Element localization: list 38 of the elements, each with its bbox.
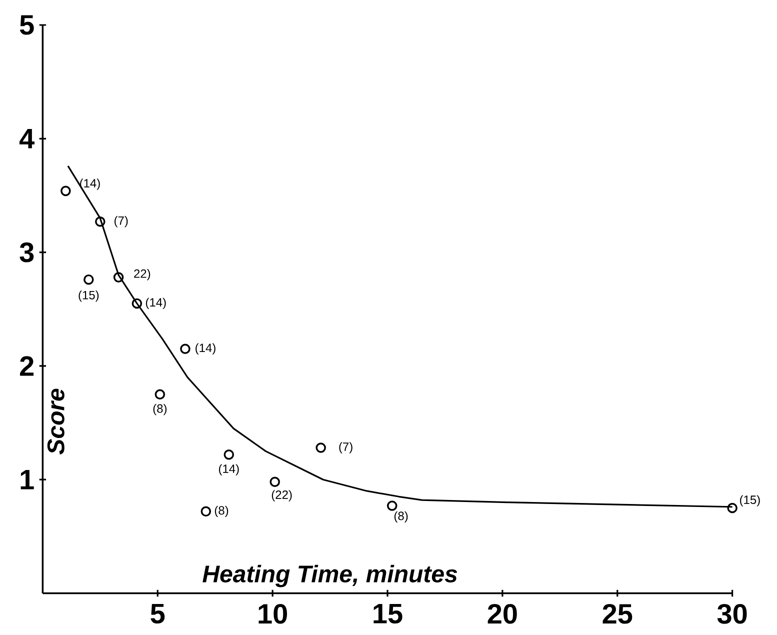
point bbox=[180, 344, 190, 354]
x-tick-label: 30 bbox=[717, 604, 747, 624]
x-tick-label: 15 bbox=[374, 604, 402, 624]
annotation: (14) bbox=[218, 464, 239, 476]
annotation: 22) bbox=[134, 268, 150, 280]
point bbox=[60, 186, 71, 196]
annotation: (7) bbox=[339, 442, 352, 454]
point bbox=[200, 506, 212, 516]
point bbox=[84, 274, 94, 285]
x-tick-label: 25 bbox=[602, 604, 632, 624]
y-tick-label: 5 bbox=[20, 15, 34, 35]
annotation: (8) bbox=[394, 511, 408, 522]
point bbox=[154, 389, 166, 400]
y-tick-label: 3 bbox=[20, 242, 34, 262]
point bbox=[386, 500, 398, 511]
point bbox=[316, 442, 326, 453]
annotation: (15) bbox=[740, 495, 760, 506]
y-tick-label: 1 bbox=[20, 470, 34, 490]
y-tick-label: 2 bbox=[20, 356, 34, 376]
annotation: (22) bbox=[272, 490, 292, 502]
point bbox=[132, 298, 142, 308]
point bbox=[95, 216, 106, 227]
x-tick-label: 5 bbox=[150, 604, 165, 624]
point bbox=[113, 272, 124, 282]
x-tick-label: 20 bbox=[488, 604, 517, 624]
annotation: (15) bbox=[78, 290, 99, 302]
x-axis-title: Heating Time, minutes bbox=[202, 564, 458, 588]
annotation: (14) bbox=[146, 298, 166, 309]
y-tick-label: 4 bbox=[19, 128, 34, 148]
annotation: (7) bbox=[114, 216, 128, 228]
y-axis-title: Score bbox=[47, 388, 64, 454]
annotation: (14) bbox=[196, 343, 216, 354]
point bbox=[727, 502, 738, 514]
point bbox=[224, 449, 234, 460]
point bbox=[270, 476, 280, 487]
annotation: (8) bbox=[214, 506, 228, 517]
x-tick-label: 10 bbox=[258, 604, 287, 624]
annotation: (8) bbox=[153, 404, 167, 416]
